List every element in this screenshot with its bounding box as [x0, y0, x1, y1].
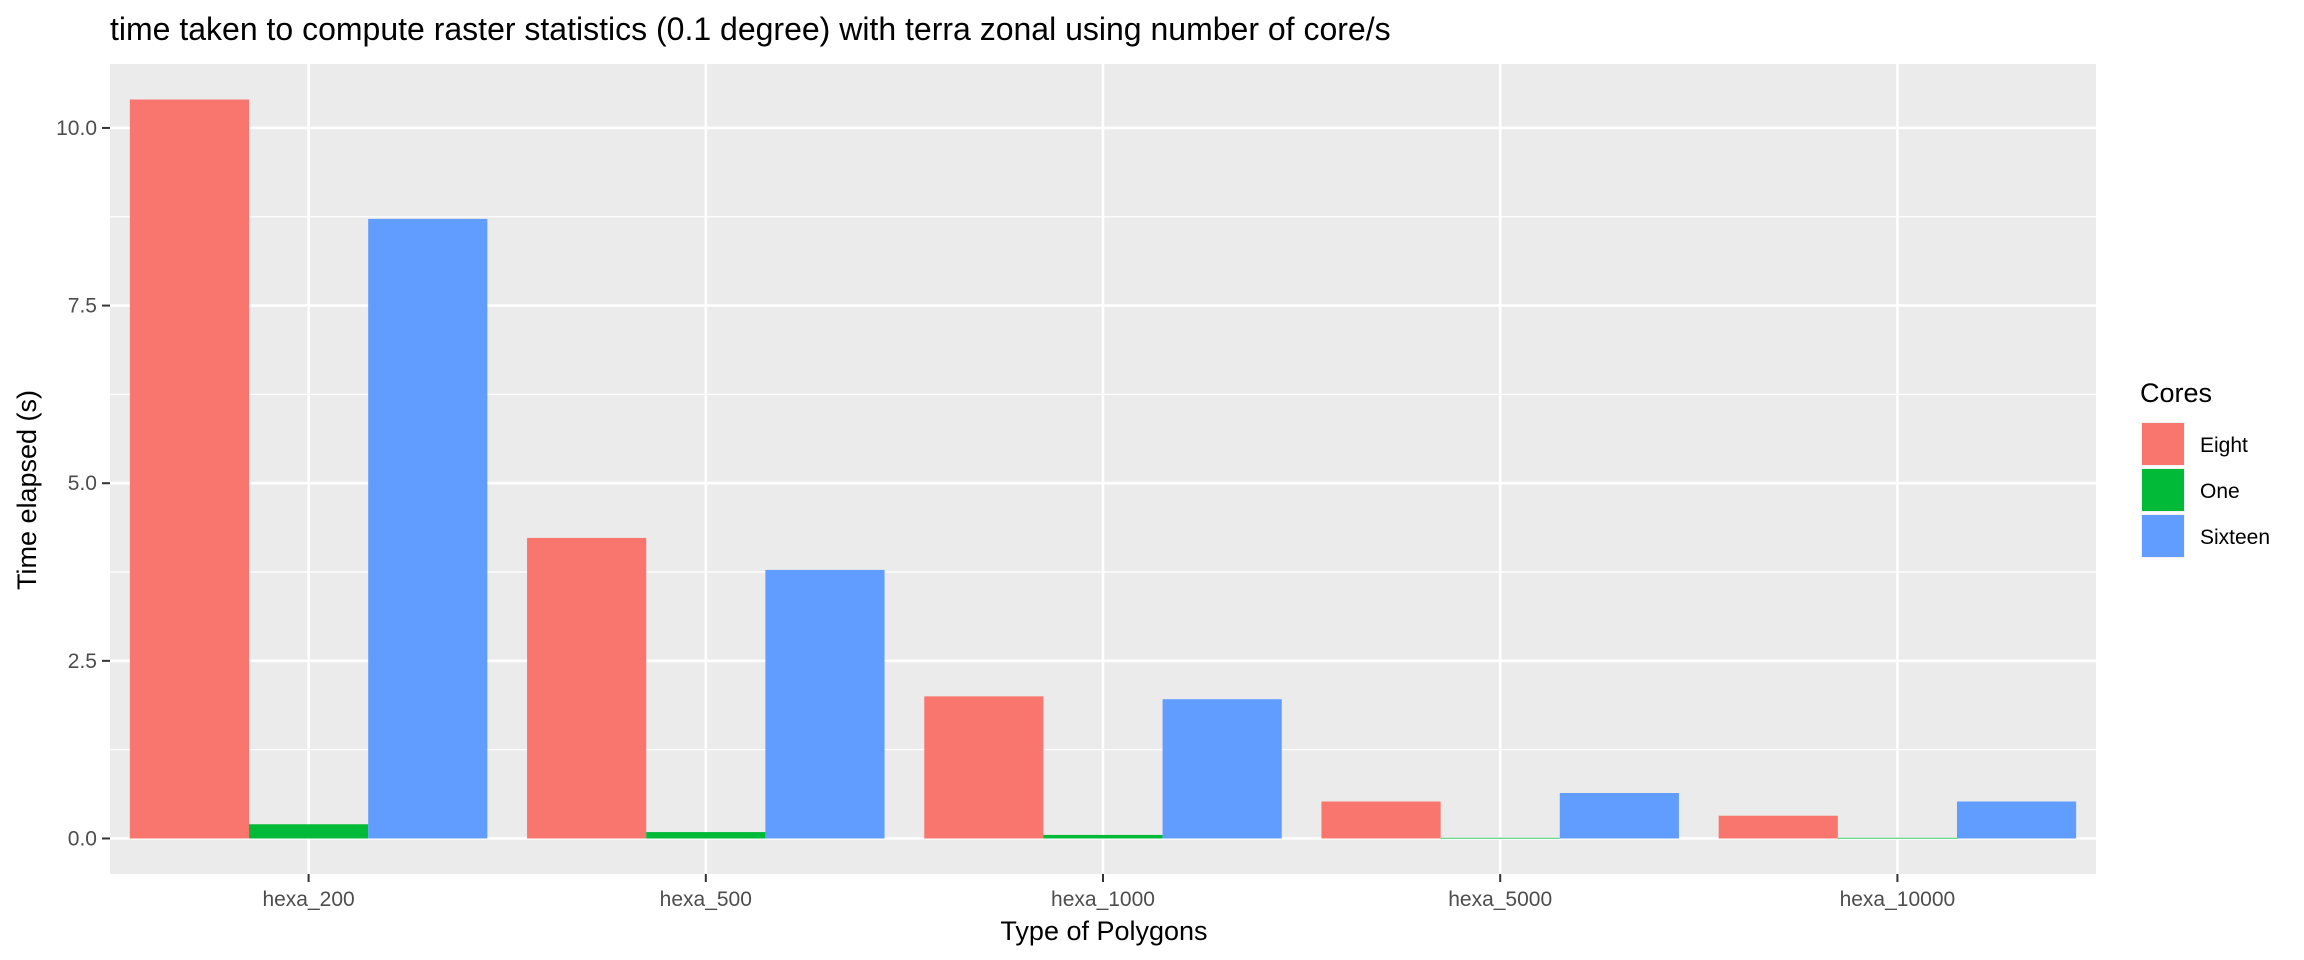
y-axis-title: Time elapsed (s)	[12, 390, 42, 590]
x-tick-label: hexa_5000	[1448, 888, 1552, 911]
y-tick-label: 10.0	[56, 117, 97, 140]
x-axis-title: Type of Polygons	[1000, 916, 1207, 946]
x-axis: hexa_200 hexa_500 hexa_1000 hexa_5000 hexa_1…	[262, 874, 1955, 911]
bar-eight-hexa_500	[527, 537, 647, 839]
x-tick-label: hexa_200	[262, 888, 354, 911]
x-tick-label: hexa_500	[660, 888, 752, 911]
legend-label-eight: Eight	[2200, 434, 2248, 457]
bar-sixteen-hexa_1000	[1162, 699, 1282, 839]
bar-one-hexa_10000	[1837, 837, 1957, 839]
bar-eight-hexa_1000	[924, 696, 1044, 839]
y-tick-label: 0.0	[68, 827, 97, 850]
bar-eight-hexa_200	[129, 99, 250, 839]
legend: Cores Eight One Sixteen	[2140, 378, 2270, 558]
legend-title: Cores	[2140, 378, 2212, 408]
bars	[129, 99, 2077, 839]
bar-one-hexa_500	[646, 832, 766, 839]
legend-swatch-eight	[2142, 423, 2184, 465]
y-tick-label: 7.5	[68, 295, 97, 318]
x-tick-label: hexa_1000	[1051, 888, 1155, 911]
bar-eight-hexa_10000	[1718, 815, 1838, 839]
legend-label-sixteen: Sixteen	[2200, 526, 2270, 549]
chart-title: time taken to compute raster statistics …	[110, 11, 1391, 47]
legend-items: Eight One Sixteen	[2141, 422, 2270, 558]
x-tick-label: hexa_10000	[1840, 888, 1956, 911]
bar-sixteen-hexa_500	[765, 569, 885, 839]
bar-one-hexa_200	[249, 824, 369, 839]
bar-sixteen-hexa_10000	[1956, 801, 2077, 839]
legend-swatch-one	[2142, 469, 2184, 511]
legend-swatch-sixteen	[2142, 515, 2184, 557]
bar-sixteen-hexa_200	[368, 218, 488, 839]
bar-one-hexa_5000	[1440, 837, 1560, 839]
bar-eight-hexa_5000	[1321, 801, 1441, 839]
y-axis: 0.0 2.5 5.0 7.5 10.0	[56, 117, 110, 850]
y-tick-label: 2.5	[68, 650, 97, 673]
legend-label-one: One	[2200, 480, 2240, 503]
y-tick-label: 5.0	[68, 472, 97, 495]
bar-sixteen-hexa_5000	[1559, 793, 1679, 839]
bar-one-hexa_1000	[1043, 834, 1163, 839]
